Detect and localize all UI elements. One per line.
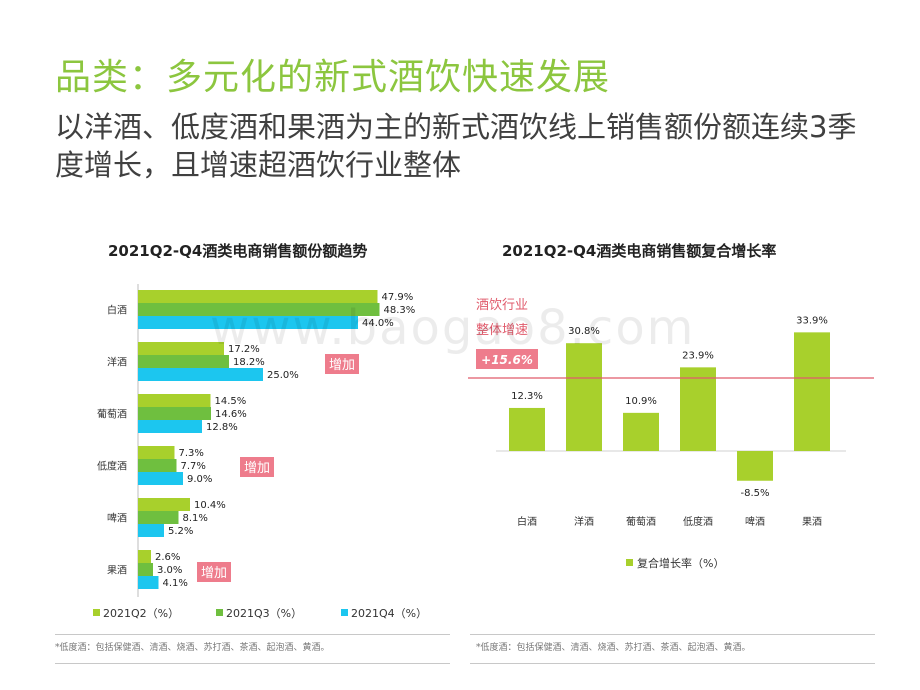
left-data-label: 48.3% (384, 305, 416, 316)
annotation-text: 增加 (244, 461, 270, 476)
left-data-label: 44.0% (362, 318, 394, 329)
right-data-label: 12.3% (511, 391, 543, 402)
right-footnote: *低度酒：包括保健酒、清酒、烧酒、苏打酒、茶酒、起泡酒、黄酒。 (476, 643, 751, 653)
watermark: www.baogao8.com (210, 300, 696, 356)
left-bar (138, 420, 202, 433)
left-bar (138, 407, 211, 420)
annotation-text: 增加 (329, 358, 355, 373)
left-bar (138, 511, 179, 524)
left-category-label: 果酒 (107, 565, 127, 577)
right-data-label: 30.8% (568, 326, 600, 337)
reference-value-badge (476, 349, 538, 369)
right-legend-swatch (626, 559, 633, 566)
right-bar (566, 343, 602, 451)
left-legend-swatch (216, 609, 223, 616)
right-bar (737, 451, 773, 481)
left-bar (138, 498, 190, 511)
left-legend-label: 2021Q3（%） (226, 607, 302, 620)
left-bar (138, 342, 224, 355)
left-data-label: 12.8% (206, 422, 238, 433)
left-footnote-rule (55, 634, 450, 635)
left-bar (138, 563, 153, 576)
left-bar (138, 446, 175, 459)
left-bar (138, 524, 164, 537)
page-subtitle: 以洋酒、低度酒和果酒为主的新式酒饮线上销售额份额连续3季度增长，且增速超酒饮行业… (55, 110, 857, 182)
left-bar (138, 303, 380, 316)
left-data-label: 17.2% (228, 344, 260, 355)
left-bar (138, 472, 183, 485)
left-bar (138, 394, 211, 407)
right-footnote-rule (470, 634, 875, 635)
left-data-label: 2.6% (155, 552, 180, 563)
left-data-label: 3.0% (157, 565, 182, 576)
left-data-label: 10.4% (194, 500, 226, 511)
annotation-text: 增加 (201, 566, 227, 581)
annotation-badge (240, 457, 274, 477)
left-category-label: 洋酒 (107, 356, 127, 369)
left-chart-title: 2021Q2-Q4酒类电商销售额份额趋势 (108, 242, 368, 260)
left-data-label: 14.5% (215, 396, 247, 407)
left-data-label: 47.9% (382, 292, 414, 303)
left-bar (138, 316, 358, 329)
left-bar (138, 290, 378, 303)
left-legend-label: 2021Q2（%） (103, 607, 179, 620)
right-data-label: -8.5% (740, 488, 769, 499)
right-category-label: 洋酒 (574, 515, 594, 528)
left-data-label: 9.0% (187, 474, 212, 485)
left-data-label: 4.1% (163, 578, 188, 589)
left-bar (138, 368, 263, 381)
left-category-label: 白酒 (107, 304, 127, 317)
right-category-label: 啤酒 (745, 516, 765, 528)
left-data-label: 5.2% (168, 526, 193, 537)
left-data-label: 7.7% (181, 461, 206, 472)
right-bar (680, 367, 716, 451)
left-category-label: 葡萄酒 (97, 408, 127, 421)
left-footnote: *低度酒：包括保健酒、清酒、烧酒、苏打酒、茶酒、起泡酒、黄酒。 (55, 643, 330, 653)
right-data-label: 10.9% (625, 396, 657, 407)
right-data-label: 33.9% (796, 315, 828, 326)
left-bar (138, 550, 151, 563)
reference-label-line-1: 酒饮行业 (476, 298, 528, 313)
left-bottom-rule (55, 663, 450, 664)
left-category-label: 低度酒 (97, 460, 127, 473)
page-title: 品类：多元化的新式酒饮快速发展 (55, 57, 611, 98)
left-bar (138, 576, 159, 589)
left-legend-swatch (93, 609, 100, 616)
left-bar (138, 355, 229, 368)
right-category-label: 葡萄酒 (626, 515, 656, 528)
right-legend-label: 复合增长率（%） (637, 556, 724, 570)
right-bottom-rule (470, 663, 875, 664)
left-legend-swatch (341, 609, 348, 616)
right-bar (623, 412, 659, 451)
right-bar (794, 332, 830, 451)
right-category-label: 白酒 (517, 515, 537, 528)
left-data-label: 18.2% (233, 357, 265, 368)
left-legend-label: 2021Q4（%） (351, 607, 427, 620)
left-bar (138, 459, 177, 472)
right-bar (509, 407, 545, 451)
right-chart-title: 2021Q2-Q4酒类电商销售额复合增长率 (502, 242, 777, 260)
left-data-label: 8.1% (183, 513, 208, 524)
annotation-badge (197, 562, 231, 582)
left-category-label: 啤酒 (107, 513, 127, 525)
annotation-badge (325, 354, 359, 374)
right-data-label: 23.9% (682, 350, 714, 361)
left-data-label: 14.6% (215, 409, 247, 420)
right-category-label: 低度酒 (683, 515, 713, 528)
right-category-label: 果酒 (802, 516, 822, 528)
reference-value-text: +15.6% (481, 353, 533, 367)
left-data-label: 25.0% (267, 370, 299, 381)
left-data-label: 7.3% (179, 448, 204, 459)
reference-label-line-2: 整体增速 (476, 323, 528, 338)
